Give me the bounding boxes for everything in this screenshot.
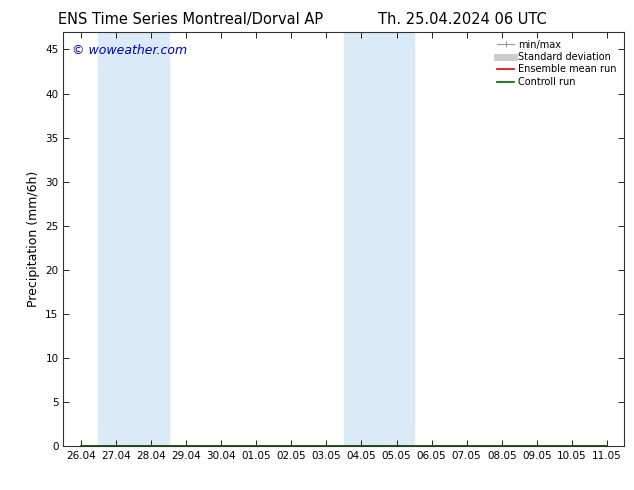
Legend: min/max, Standard deviation, Ensemble mean run, Controll run: min/max, Standard deviation, Ensemble me… [494,37,619,90]
Bar [98,32,169,446]
Bar [344,32,414,446]
Y-axis label: Precipitation (mm/6h): Precipitation (mm/6h) [27,171,40,307]
Text: ENS Time Series Montreal/Dorval AP: ENS Time Series Montreal/Dorval AP [58,12,323,27]
Text: © woweather.com: © woweather.com [72,44,187,57]
Text: Th. 25.04.2024 06 UTC: Th. 25.04.2024 06 UTC [378,12,547,27]
